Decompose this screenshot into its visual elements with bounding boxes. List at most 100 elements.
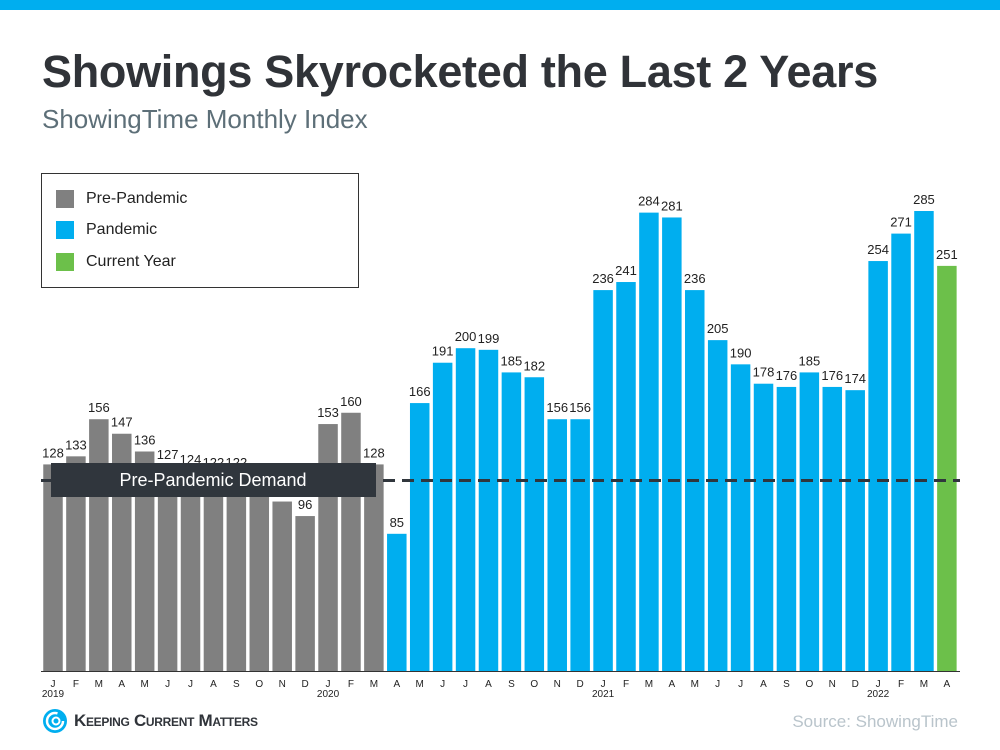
bar <box>66 456 86 671</box>
x-tick-label: D <box>302 679 309 690</box>
x-tick-label: A <box>393 679 400 690</box>
bar <box>914 211 934 671</box>
x-tick-label: A <box>669 679 676 690</box>
legend-label: Pandemic <box>86 221 158 238</box>
x-tick-label: D <box>852 679 859 690</box>
bar <box>295 516 315 671</box>
data-label: 281 <box>661 198 683 213</box>
data-label: 176 <box>821 368 843 383</box>
page-subtitle: ShowingTime Monthly Index <box>42 104 368 134</box>
x-tick-label: M <box>141 679 149 690</box>
reference-label: Pre-Pandemic Demand <box>119 470 306 490</box>
reference-label-box <box>51 463 376 497</box>
data-label: 128 <box>42 445 64 460</box>
x-tick-label: J <box>715 679 720 690</box>
x-tick-label: N <box>554 679 561 690</box>
legend-swatch <box>56 190 74 208</box>
x-tick-label: F <box>623 679 629 690</box>
x-tick-label: J <box>188 679 193 690</box>
chart-legend: Pre-Pandemic Pandemic Current Year <box>41 173 359 288</box>
data-label: 85 <box>390 515 404 530</box>
data-label: 254 <box>867 242 889 257</box>
x-tick-label: J <box>738 679 743 690</box>
x-tick-label: O <box>530 679 538 690</box>
bar <box>180 470 201 671</box>
bar <box>868 261 888 671</box>
data-label: 191 <box>432 344 454 359</box>
bar <box>364 464 384 671</box>
x-tick-label: F <box>898 679 904 690</box>
bar <box>662 217 682 671</box>
year-label: 2022 <box>867 689 890 700</box>
data-label: 251 <box>936 247 958 262</box>
x-tick-label: M <box>370 679 378 690</box>
data-label: 174 <box>844 371 866 386</box>
data-label: 166 <box>409 384 431 399</box>
bar <box>157 466 178 671</box>
data-label: 205 <box>707 321 729 336</box>
x-tick-label: S <box>233 679 240 690</box>
data-label: 185 <box>501 353 523 368</box>
bar <box>776 386 797 671</box>
x-tick-label: J <box>876 679 881 690</box>
bar <box>318 424 338 671</box>
data-label: 284 <box>638 194 660 209</box>
year-label: 2019 <box>42 689 65 700</box>
data-label: 156 <box>88 400 110 415</box>
page-title: Showings Skyrocketed the Last 2 Years <box>42 46 878 97</box>
legend-item-pre-pandemic: Pre-Pandemic <box>56 190 187 208</box>
bar <box>272 501 292 671</box>
x-tick-label: F <box>73 679 79 690</box>
bar <box>134 451 155 671</box>
legend-label: Pre-Pandemic <box>86 190 188 207</box>
x-tick-label: M <box>691 679 699 690</box>
x-tick-label: O <box>255 679 263 690</box>
bar <box>387 533 407 671</box>
data-label: 241 <box>615 263 637 278</box>
x-tick-label: A <box>210 679 217 690</box>
x-tick-label: M <box>645 679 653 690</box>
data-label: 160 <box>340 394 362 409</box>
bar <box>937 265 957 671</box>
data-label: 147 <box>111 415 133 430</box>
bar <box>753 383 774 671</box>
source-note: Source: ShowingTime <box>792 712 958 731</box>
legend-item-pandemic: Pandemic <box>56 221 157 239</box>
x-tick-label: J <box>463 679 468 690</box>
x-tick-label: J <box>601 679 606 690</box>
data-label: 182 <box>523 358 545 373</box>
top-accent-bar <box>0 0 1000 10</box>
legend-item-current-year: Current Year <box>56 253 176 271</box>
bar <box>341 412 361 671</box>
data-label: 199 <box>478 331 500 346</box>
bar <box>799 372 820 671</box>
x-tick-label: F <box>348 679 354 690</box>
x-tick-label: M <box>416 679 424 690</box>
swirl-logo-icon <box>43 709 67 733</box>
data-label: 136 <box>134 432 156 447</box>
data-label: 236 <box>592 271 614 286</box>
year-label: 2020 <box>317 689 340 700</box>
data-label: 133 <box>65 437 87 452</box>
bar <box>524 377 545 671</box>
x-tick-label: J <box>165 679 170 690</box>
company-logo: Keeping Current Matters <box>42 708 258 734</box>
x-tick-label: A <box>118 679 125 690</box>
x-tick-label: M <box>920 679 928 690</box>
bar <box>845 390 865 671</box>
data-label: 236 <box>684 271 706 286</box>
data-label: 176 <box>776 368 798 383</box>
legend-swatch <box>56 221 74 239</box>
bar <box>226 474 247 671</box>
x-tick-label: D <box>577 679 584 690</box>
data-label: 200 <box>455 329 477 344</box>
x-tick-label: A <box>485 679 492 690</box>
bar <box>432 362 453 671</box>
x-tick-label: N <box>829 679 836 690</box>
x-tick-label: J <box>51 679 56 690</box>
data-label: 127 <box>157 447 179 462</box>
data-label: 128 <box>363 445 385 460</box>
x-tick-label: N <box>279 679 286 690</box>
bar <box>455 348 476 671</box>
x-tick-label: A <box>944 679 951 690</box>
